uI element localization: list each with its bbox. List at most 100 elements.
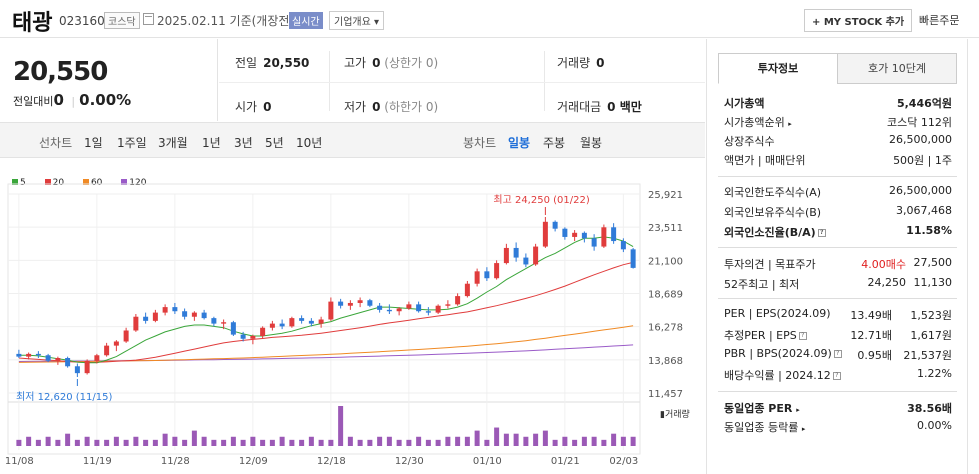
line-chart-label[interactable]: 선차트: [39, 136, 73, 150]
volume-bar: [269, 439, 275, 446]
realtime-button[interactable]: 실시간: [289, 12, 323, 29]
candle: [347, 302, 353, 306]
volume-bar: [182, 439, 188, 446]
volume-bar: [425, 439, 431, 446]
market-badge: 코스닥: [104, 12, 140, 29]
x-tick-label: 01/21: [551, 456, 580, 467]
candle: [445, 304, 451, 306]
chart-toolbar: 선차트 1일 1주일 3개월 1년 3년 5년 10년 봉차트 일봉 주봉 월봉: [0, 122, 705, 158]
candle: [221, 322, 227, 324]
period-1d[interactable]: 1일: [84, 136, 103, 150]
period-5y[interactable]: 5년: [265, 136, 284, 150]
estimated-per-row: 추정PER | EPS? 12.71배 1,617원: [724, 329, 952, 342]
y-tick-label: 21,100: [648, 256, 683, 267]
quick-order-link[interactable]: 빠른주문: [919, 14, 960, 27]
triangle-icon: ▸: [796, 406, 800, 414]
y-tick-label: 18,689: [648, 290, 683, 301]
candle: [601, 227, 607, 247]
company-overview-dropdown[interactable]: 기업개요 ▾: [329, 11, 385, 30]
volume-bar: [435, 439, 441, 446]
tab-hoga-10[interactable]: 호가 10단계: [837, 53, 957, 84]
y-tick-label: 25,921: [648, 190, 683, 201]
high-price: 고가 0 (상한가 0): [344, 56, 439, 70]
period-1y[interactable]: 1년: [202, 136, 221, 150]
triangle-icon: ▸: [801, 425, 806, 433]
candle: [494, 263, 500, 279]
period-3m[interactable]: 3개월: [158, 136, 188, 150]
candle: [377, 305, 383, 310]
candle: [503, 247, 509, 264]
volume-bar: [260, 439, 266, 446]
help-icon[interactable]: ?: [798, 332, 807, 340]
candle: [435, 305, 441, 313]
reference-date: 2025.02.11 기준(개장전): [157, 14, 295, 28]
candle-weekly[interactable]: 주봉: [543, 136, 566, 150]
volume-bar: [221, 439, 227, 446]
volume-bar: [513, 433, 519, 446]
x-tick-label: 02/03: [609, 456, 638, 467]
volume-bar: [65, 433, 71, 446]
volume-bar: [630, 436, 636, 446]
period-10y[interactable]: 10년: [296, 136, 323, 150]
volume-bar: [308, 436, 314, 446]
candle: [269, 323, 275, 328]
candle: [308, 320, 314, 324]
my-stock-add-button[interactable]: + MY STOCK 추가: [804, 9, 913, 32]
volume-bar: [74, 439, 80, 446]
per-row: PER | EPS(2024.09) 13.49배 1,523원: [724, 307, 952, 322]
volume-bar: [601, 439, 607, 446]
candle: [172, 307, 178, 312]
opinion-row: 투자의견 | 목표주가 4.00매수 27,500: [724, 256, 952, 271]
candle: [455, 296, 461, 305]
candle-chart-label[interactable]: 봉차트: [463, 136, 497, 150]
candle: [123, 330, 129, 342]
y-tick-label: 23,511: [648, 223, 683, 234]
foreign-hold-row: 외국인보유주식수(B) 3,067,468: [724, 204, 952, 219]
candle: [572, 232, 578, 237]
candle: [162, 307, 168, 313]
candle-monthly[interactable]: 월봉: [580, 136, 603, 150]
candle: [26, 353, 32, 357]
help-icon[interactable]: ?: [832, 372, 841, 380]
candle: [338, 301, 344, 306]
volume-bar: [94, 439, 100, 446]
candle: [230, 322, 236, 335]
candle: [35, 353, 41, 356]
candle: [289, 318, 295, 327]
candle: [386, 309, 392, 312]
volume-bar: [172, 436, 178, 446]
x-tick-label: 11/19: [83, 456, 112, 467]
volume-bar: [406, 439, 412, 446]
help-icon[interactable]: ?: [833, 350, 842, 358]
period-1w[interactable]: 1주일: [117, 136, 147, 150]
volume-bar: [572, 439, 578, 446]
candlestick-chart[interactable]: 25,921 23,511 21,100 18,689 16,278 13,868 11,4…: [0, 180, 705, 474]
help-icon[interactable]: ?: [817, 229, 826, 237]
volume-bar: [591, 436, 597, 446]
dividend-row: 배당수익률 | 2024.12? 1.22%: [724, 367, 952, 382]
candle: [611, 227, 617, 242]
volume-label: ▮거래량: [660, 408, 690, 420]
candle: [630, 249, 636, 268]
volume-bar: [533, 433, 539, 446]
volume-bar: [16, 439, 22, 446]
period-3y[interactable]: 3년: [234, 136, 253, 150]
x-tick-label: 01/10: [473, 456, 502, 467]
shares-row: 상장주식수 26,500,000: [724, 133, 952, 148]
candle-daily[interactable]: 일봉: [508, 136, 531, 150]
volume-bar: [455, 436, 461, 446]
x-tick-label: 12/09: [239, 456, 268, 467]
candle: [562, 228, 568, 237]
candle: [201, 312, 207, 319]
volume-bar: [474, 430, 480, 446]
candle: [152, 312, 158, 321]
volume-bar: [104, 439, 110, 446]
candle: [474, 271, 480, 284]
chart-legend: 5 20 60 120: [12, 178, 162, 188]
chevron-down-icon: ▾: [374, 17, 380, 28]
volume-bar: [367, 439, 373, 446]
x-tick-label: 11/08: [5, 456, 34, 467]
candle: [133, 316, 139, 331]
volume-bar: [162, 433, 168, 446]
tab-invest-info[interactable]: 투자정보: [718, 53, 838, 84]
